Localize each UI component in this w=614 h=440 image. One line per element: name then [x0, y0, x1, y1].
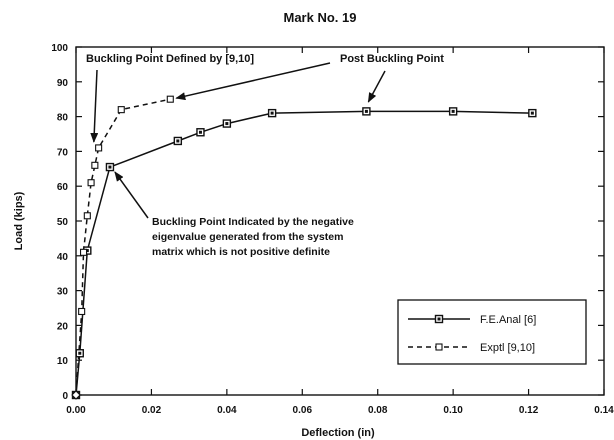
series-1-point-7 [117, 106, 125, 114]
annotation-eigenvalue-line-2: matrix which is not positive definite [152, 246, 330, 258]
y-tick-label-3: 30 [57, 287, 69, 298]
legend-label-0: F.E.Anal [6] [480, 314, 536, 326]
legend-marker-0-core [437, 317, 441, 321]
annotation-buckling-defined-arrow [90, 69, 99, 143]
legend-box [397, 299, 587, 365]
annotation-post-buckling-arrow-2 [367, 70, 386, 103]
series-0-point-8-core [364, 109, 368, 113]
series-1-point-5 [91, 161, 99, 169]
legend-group: F.E.Anal [6] Exptl [9,10] [397, 299, 587, 365]
annotation-buckling-defined: Buckling Point Defined by [9,10] [86, 53, 254, 65]
series-1-point-2 [79, 248, 88, 256]
series-0-point-10-core [530, 111, 534, 115]
annotation-eigenvalue-line-0: Buckling Point Indicated by the negative [152, 216, 354, 228]
y-axis-label: Load (kips) [13, 191, 25, 250]
series-1-point-4 [87, 179, 95, 187]
x-tick-label-7: 0.14 [594, 405, 614, 416]
x-tick-label-5: 0.10 [443, 405, 463, 416]
ticks-group [75, 46, 605, 396]
series-1-point-6 [95, 144, 103, 152]
chart-title: Mark No. 19 [284, 10, 357, 25]
series-0-point-5-core [198, 130, 202, 134]
x-tick-label-0: 0.00 [66, 405, 86, 416]
series-0-point-4-core [176, 139, 180, 143]
y-tick-label-4: 40 [57, 252, 69, 263]
annotations-group: Buckling Point Defined by [9,10] Post Buc… [86, 53, 444, 258]
x-tick-label-6: 0.12 [519, 405, 539, 416]
tick-labels-group: 0.00 0.02 0.04 0.06 0.08 0.10 0.12 0.14 0 10 20 30 4… [51, 43, 614, 416]
series-markers-group [71, 95, 537, 400]
y-tick-label-6: 60 [57, 182, 69, 193]
legend-marker-1 [435, 343, 443, 351]
y-tick-label-8: 80 [57, 113, 69, 124]
series-0-point-6-core [225, 122, 229, 126]
series-line-1 [75, 98, 171, 396]
y-tick-label-2: 20 [57, 321, 69, 332]
x-tick-label-3: 0.06 [293, 405, 313, 416]
x-tick-label-4: 0.08 [368, 405, 388, 416]
series-0-point-1-core [78, 351, 82, 355]
origin-marker [71, 390, 81, 400]
x-axis-label: Deflection (in) [301, 427, 375, 439]
annotation-post-buckling: Post Buckling Point [340, 53, 444, 65]
x-tick-label-2: 0.04 [217, 405, 237, 416]
series-1-point-8 [166, 95, 174, 103]
series-1-point-3 [83, 212, 91, 220]
series-0-point-9-core [451, 109, 455, 113]
legend-label-1: Exptl [9,10] [480, 342, 535, 354]
y-tick-label-10: 100 [51, 43, 68, 54]
series-0-point-2-core [85, 249, 89, 253]
y-tick-label-1: 10 [57, 356, 69, 367]
series-0-point-3-core [108, 165, 112, 169]
series-1-point-1 [78, 307, 86, 316]
series-0-point-7-core [270, 111, 274, 115]
y-tick-label-5: 50 [57, 217, 69, 228]
annotation-eigenvalue-arrow [114, 171, 149, 219]
y-tick-label-7: 70 [57, 147, 69, 158]
y-tick-label-9: 90 [57, 78, 69, 89]
annotation-post-buckling-arrow-1 [175, 62, 331, 101]
annotation-eigenvalue-line-1: eigenvalue generated from the system [152, 231, 343, 243]
x-tick-label-1: 0.02 [142, 405, 162, 416]
y-tick-label-0: 0 [62, 391, 68, 402]
